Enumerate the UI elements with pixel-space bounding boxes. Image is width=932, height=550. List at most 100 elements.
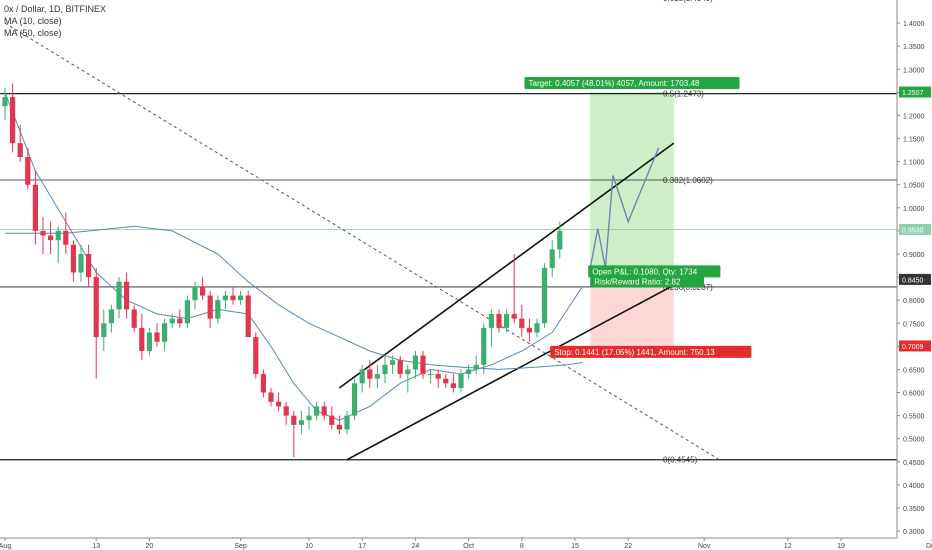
candle-body <box>336 424 342 430</box>
candle-body <box>169 318 175 324</box>
candle-body <box>215 300 221 319</box>
price-label-bg <box>899 86 931 98</box>
y-tick-label: 1.0500 <box>903 183 925 190</box>
price-label: 1.2507 <box>902 90 924 97</box>
y-tick-label: 0.5000 <box>903 437 925 444</box>
x-tick-label: 13 <box>92 543 100 550</box>
target-label-bg <box>524 77 740 90</box>
candle-body <box>238 295 244 301</box>
candle-body <box>124 281 130 310</box>
candle-body <box>10 96 16 144</box>
candle-body <box>450 383 456 388</box>
chart-title: 0x / Dollar, 1D, BITFINEX <box>4 4 107 14</box>
x-tick-label: Oct <box>463 543 474 550</box>
candle-body <box>283 406 289 416</box>
candle-body <box>25 157 31 185</box>
candle-body <box>435 374 441 379</box>
candle-body <box>32 184 38 231</box>
candle-body <box>131 309 137 328</box>
risk-reward-label-bg <box>590 275 704 288</box>
downtrend-line <box>4 22 720 461</box>
x-tick-label: 20 <box>146 543 154 550</box>
candle-body <box>412 355 418 370</box>
x-tick-label: 15 <box>571 543 579 550</box>
fib-label: 0.5(1.2473) <box>663 90 704 99</box>
fib-label: 0.236(0.8287) <box>663 283 713 292</box>
candle-body <box>390 360 396 365</box>
y-tick-label: 0.3500 <box>903 506 925 513</box>
candle-body <box>276 401 282 407</box>
candle-body <box>192 286 198 301</box>
y-tick-label: 1.4000 <box>903 21 925 28</box>
candle-body <box>200 286 206 296</box>
candle-body <box>496 314 502 328</box>
candle-body <box>314 406 320 416</box>
x-tick-label: 24 <box>412 543 420 550</box>
candle-body <box>86 253 92 278</box>
x-tick-label: Nov <box>698 543 711 550</box>
candle-body <box>405 369 411 375</box>
candle-body <box>458 374 464 388</box>
stop-label-bg <box>550 345 752 358</box>
y-tick-label: 0.6000 <box>903 391 925 398</box>
risk-reward-label: Risk/Reward Ratio: 2.82 <box>594 277 681 286</box>
candle-body <box>78 253 84 273</box>
y-tick-label: 0.6500 <box>903 367 925 374</box>
candle-body <box>177 318 183 324</box>
y-tick-label: 0.7500 <box>903 321 925 328</box>
x-tick-label: Sep <box>234 543 247 550</box>
x-tick-label: Aug <box>0 543 11 550</box>
y-tick-label: 0.8000 <box>903 298 925 305</box>
candle-body <box>321 406 327 416</box>
candle-body <box>420 355 426 375</box>
candle-body <box>207 295 213 319</box>
candle-body <box>108 309 114 324</box>
open-pnl-label: Open P&L: 0.1080, Qty: 1734 <box>592 267 698 276</box>
target-zone <box>590 92 674 280</box>
candle-body <box>352 383 358 416</box>
candle-body <box>382 364 388 375</box>
price-label: 0.9530 <box>902 228 924 235</box>
x-tick-label: 17 <box>358 543 366 550</box>
candle-body <box>298 420 304 425</box>
price-label-bg <box>899 273 931 285</box>
x-tick-label: 8 <box>520 543 524 550</box>
ma10-line <box>4 92 584 421</box>
candle-body <box>374 374 380 379</box>
candle-body <box>55 230 61 241</box>
candle-body <box>222 295 228 301</box>
candle-body <box>443 378 449 384</box>
y-tick-label: 0.3000 <box>903 529 925 536</box>
candle-body <box>473 364 479 370</box>
candle-body <box>428 374 434 376</box>
candle-body <box>116 281 122 310</box>
candle-body <box>93 277 99 338</box>
candle-body <box>481 327 487 365</box>
y-tick-label: 1.0000 <box>903 206 925 213</box>
price-label-bg <box>899 340 931 352</box>
candle-body <box>557 230 563 250</box>
candle-body <box>549 249 555 268</box>
y-tick-label: 1.1000 <box>903 160 925 167</box>
open-pnl-label-bg <box>588 265 721 278</box>
candle-body <box>488 314 494 328</box>
candle-body <box>268 392 274 402</box>
candle-body <box>526 327 532 333</box>
y-tick-label: 1.3000 <box>903 67 925 74</box>
candle-body <box>519 318 525 328</box>
y-tick-label: 1.3500 <box>903 44 925 51</box>
candle-body <box>397 360 403 375</box>
candle-body <box>40 230 46 236</box>
candle-body <box>146 332 152 351</box>
y-tick-label: 0.4000 <box>903 483 925 490</box>
candle-body <box>260 374 266 393</box>
candle-body <box>63 230 69 245</box>
candle-body <box>504 314 510 328</box>
fib-label: 0.382(1.0602) <box>663 176 713 185</box>
candle-body <box>253 337 259 375</box>
fib-label: 0.618(1.4345) <box>663 0 713 3</box>
candle-body <box>329 415 335 425</box>
stop-zone <box>590 279 674 346</box>
